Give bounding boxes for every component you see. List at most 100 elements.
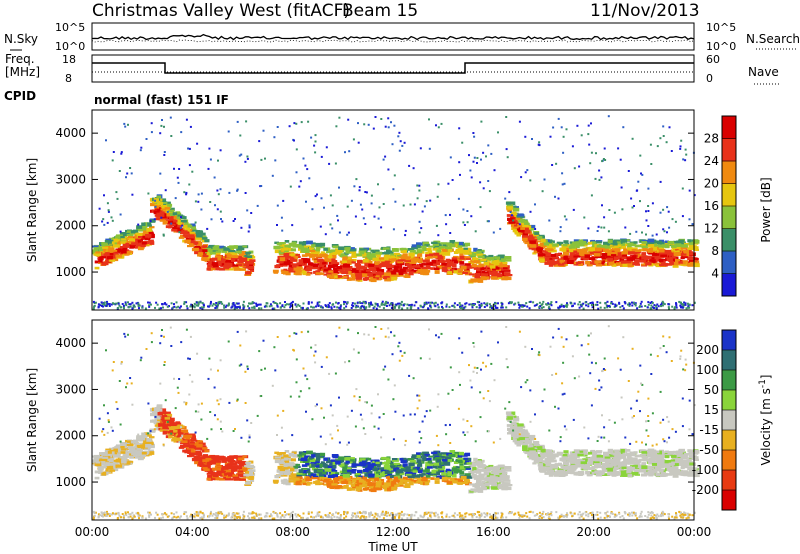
power-cell — [364, 191, 367, 193]
power-cell — [129, 238, 136, 242]
cpid-panel: CPID normal (fast) 151 IF — [4, 89, 229, 107]
power-cell — [464, 302, 467, 305]
power-cell — [621, 256, 627, 260]
power-cell — [251, 306, 254, 309]
power-cell — [473, 267, 478, 270]
power-cell — [177, 222, 183, 225]
power-cell — [298, 259, 303, 263]
power-cell — [640, 300, 643, 303]
power-cell — [199, 235, 207, 239]
velocity-cell — [547, 460, 554, 463]
power-cell — [364, 223, 367, 225]
velocity-cell — [218, 455, 225, 459]
power-cell — [476, 267, 482, 272]
power-cell — [384, 253, 390, 256]
power-cell — [490, 275, 498, 280]
power-cell — [459, 307, 462, 309]
power-cell — [628, 302, 631, 305]
power-cell — [386, 249, 391, 253]
velocity-cell — [303, 451, 308, 454]
velocity-cell — [557, 468, 564, 471]
velocity-cell — [459, 463, 464, 466]
power-cell — [370, 278, 377, 283]
velocity-cell — [356, 482, 364, 486]
power-cell — [598, 178, 601, 181]
power-cell — [236, 188, 239, 191]
power-cell — [329, 194, 332, 197]
power-cell — [282, 199, 285, 202]
power-cell — [667, 210, 670, 213]
power-cell — [276, 204, 279, 207]
power-cell — [360, 252, 367, 257]
power-cell — [236, 120, 239, 123]
power-cell — [149, 219, 156, 223]
power-cell — [470, 176, 473, 179]
power-cell — [639, 200, 641, 203]
power-cell — [619, 243, 625, 246]
power-cell — [416, 197, 419, 200]
velocity-cell — [389, 474, 397, 479]
power-cell — [361, 208, 364, 211]
power-cell — [480, 267, 486, 271]
power-cell — [641, 241, 647, 244]
power-cell — [202, 306, 205, 309]
power-cell — [508, 201, 516, 205]
power-cell — [234, 218, 236, 220]
power-cell — [302, 272, 307, 276]
power-cell — [332, 264, 338, 268]
velocity-cell — [530, 443, 537, 447]
power-cell — [199, 301, 202, 304]
power-cell — [496, 268, 501, 271]
power-cell — [519, 304, 522, 307]
velocity-cell — [421, 473, 426, 476]
power-cell — [518, 306, 521, 309]
power-cell — [342, 260, 349, 263]
power-cell — [657, 240, 662, 245]
power-cell — [635, 249, 642, 252]
power-cell — [248, 302, 250, 305]
power-cell — [422, 306, 425, 309]
power-cell — [574, 241, 580, 245]
power-cell — [367, 256, 374, 260]
power-cell — [607, 230, 610, 233]
power-cell — [647, 301, 650, 304]
power-cell — [621, 208, 624, 211]
power-cell — [390, 253, 396, 258]
power-cell — [668, 252, 674, 256]
power-cell — [322, 267, 328, 271]
power-cell — [371, 272, 378, 275]
power-cell — [417, 307, 420, 310]
power-cell — [332, 303, 335, 306]
power-cell — [307, 302, 310, 305]
power-cell — [219, 188, 222, 191]
power-cell — [148, 305, 151, 308]
power-cell — [622, 263, 628, 267]
power-cell — [506, 156, 509, 159]
power-cell — [463, 224, 466, 226]
power-cell — [109, 259, 116, 262]
velocity-cell — [404, 484, 411, 488]
power-cell — [385, 266, 390, 269]
power-cell — [496, 306, 499, 309]
power-cell — [655, 307, 658, 310]
power-cell — [155, 301, 158, 304]
power-cell — [121, 238, 127, 241]
power-cell — [482, 187, 485, 190]
power-cell — [557, 197, 560, 200]
power-cell — [409, 250, 416, 253]
power-cell — [622, 307, 625, 310]
power-cell — [288, 267, 295, 270]
power-cell — [327, 303, 330, 306]
power-cell — [138, 304, 141, 307]
power-cell — [639, 302, 642, 305]
power-cell — [288, 265, 294, 268]
velocity-cell — [434, 480, 440, 484]
power-cell — [225, 259, 231, 263]
power-cell — [207, 305, 210, 308]
power-cell — [425, 200, 428, 203]
power-cell — [691, 304, 694, 307]
power-cell — [93, 304, 96, 307]
power-cell — [503, 267, 508, 270]
power-cell — [301, 307, 304, 310]
power-cell — [260, 158, 263, 161]
